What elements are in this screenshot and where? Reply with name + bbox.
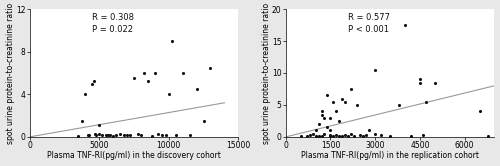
Point xyxy=(74,134,82,137)
Point xyxy=(91,132,99,135)
Point xyxy=(386,134,394,137)
Point xyxy=(151,72,159,74)
Point xyxy=(484,134,492,137)
Point xyxy=(419,134,427,136)
Point xyxy=(186,133,194,136)
Point xyxy=(158,133,166,136)
Point xyxy=(342,100,349,103)
Point xyxy=(320,116,328,119)
Point xyxy=(200,120,207,122)
Y-axis label: spot urine protein-to-creatinine ratio: spot urine protein-to-creatinine ratio xyxy=(6,2,15,144)
Point xyxy=(362,134,370,136)
Point xyxy=(296,135,304,138)
X-axis label: Plasma TNF-RI(pg/ml) in the replication cohort: Plasma TNF-RI(pg/ml) in the replication … xyxy=(301,151,479,161)
Point xyxy=(330,134,338,137)
Point xyxy=(326,129,334,132)
Point xyxy=(123,134,131,137)
Point xyxy=(401,24,409,26)
Point xyxy=(192,88,200,90)
Point xyxy=(416,81,424,84)
Point xyxy=(98,134,106,137)
Point xyxy=(168,40,175,42)
Point xyxy=(120,133,128,136)
Point xyxy=(106,133,114,136)
Point xyxy=(109,134,117,137)
Point xyxy=(95,132,103,135)
Point xyxy=(206,66,214,69)
Point xyxy=(78,120,86,122)
Point xyxy=(324,94,332,97)
Point xyxy=(148,134,156,137)
Point xyxy=(84,134,92,137)
Point xyxy=(318,135,326,138)
Point xyxy=(348,132,356,135)
Point xyxy=(137,133,145,136)
Point xyxy=(312,129,320,132)
Text: R = 0.577
P < 0.001: R = 0.577 P < 0.001 xyxy=(348,13,391,34)
Point xyxy=(82,93,90,96)
Text: R = 0.308
P = 0.022: R = 0.308 P = 0.022 xyxy=(92,13,134,34)
Point xyxy=(371,68,379,71)
Point xyxy=(134,132,142,135)
Point xyxy=(350,135,358,138)
Point xyxy=(330,100,338,103)
Point xyxy=(326,134,334,136)
Point xyxy=(377,134,385,136)
Point xyxy=(112,133,120,136)
Point xyxy=(90,80,98,83)
Point xyxy=(360,134,368,137)
Point xyxy=(95,124,103,126)
Point xyxy=(308,132,316,135)
Point xyxy=(162,133,170,136)
Point xyxy=(326,116,334,119)
Point xyxy=(302,134,310,137)
Point xyxy=(102,133,110,136)
Point xyxy=(365,129,373,132)
Point xyxy=(431,81,439,84)
Point xyxy=(144,80,152,83)
Point xyxy=(407,134,415,137)
Point xyxy=(140,72,147,74)
Point xyxy=(104,134,112,137)
Point xyxy=(116,132,124,135)
X-axis label: Plasma TNF-RI(pg/ml) in the discovery cohort: Plasma TNF-RI(pg/ml) in the discovery co… xyxy=(47,151,221,161)
Point xyxy=(336,120,344,122)
Point xyxy=(314,123,322,125)
Point xyxy=(314,134,322,137)
Point xyxy=(312,135,320,138)
Point xyxy=(342,134,349,136)
Point xyxy=(88,82,96,85)
Point xyxy=(422,100,430,103)
Point xyxy=(395,104,403,106)
Point xyxy=(354,104,362,106)
Point xyxy=(476,110,484,113)
Point xyxy=(416,78,424,81)
Point xyxy=(324,126,332,129)
Point xyxy=(336,135,344,138)
Point xyxy=(178,72,186,74)
Point xyxy=(164,93,173,96)
Point xyxy=(92,133,100,136)
Point xyxy=(172,133,179,136)
Point xyxy=(356,134,364,136)
Point xyxy=(126,133,134,136)
Point xyxy=(154,132,162,135)
Point xyxy=(326,135,334,138)
Point xyxy=(338,97,346,100)
Point xyxy=(332,110,340,113)
Point xyxy=(86,133,94,136)
Point xyxy=(306,134,314,136)
Point xyxy=(344,134,352,137)
Point xyxy=(371,132,379,135)
Point xyxy=(332,134,340,136)
Point xyxy=(320,132,328,135)
Y-axis label: spot urine protein-to-creatinine ratio: spot urine protein-to-creatinine ratio xyxy=(262,2,270,144)
Point xyxy=(318,113,326,116)
Point xyxy=(338,134,346,137)
Point xyxy=(318,110,326,113)
Point xyxy=(348,88,356,90)
Point xyxy=(130,77,138,80)
